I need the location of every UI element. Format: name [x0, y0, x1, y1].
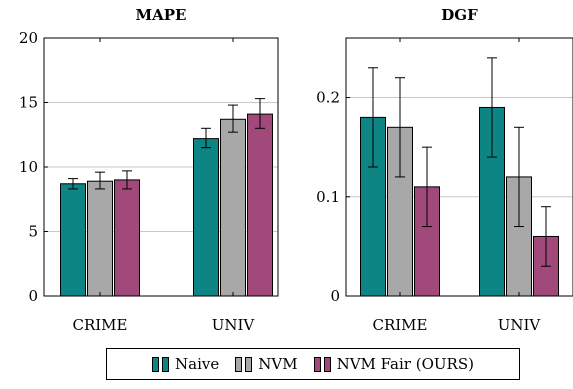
y-tick-label: 0 [330, 287, 340, 305]
bar [87, 180, 113, 297]
chart-title-0: MAPE [136, 6, 187, 24]
y-tick-label: 0.1 [316, 188, 340, 206]
y-tick-label: 20 [19, 29, 38, 47]
x-tick-label: CRIME [72, 316, 127, 334]
x-tick-label: UNIV [212, 316, 256, 334]
bar [220, 118, 246, 297]
legend: Naive NVM NVM Fair (OURS) [106, 348, 520, 380]
plot-frame [345, 37, 573, 297]
y-tick-label: 0.2 [316, 89, 340, 107]
legend-swatch-nvm [235, 356, 253, 372]
bar [360, 116, 386, 297]
legend-item-nvm-fair: NVM Fair (OURS) [313, 355, 474, 373]
plot-frame [43, 37, 279, 297]
bar [60, 183, 86, 297]
x-tick-label: UNIV [498, 316, 542, 334]
legend-item-nvm: NVM [235, 355, 298, 373]
legend-label-nvm-fair: NVM Fair (OURS) [336, 355, 474, 373]
y-tick-label: 10 [19, 158, 38, 176]
chart-area: MAPE 0 5 10 15 20 CRIME UNIV DGF 0 0.1 0.2 CRIME UNIV [19, 6, 573, 334]
legend-swatch-nvm-fair [313, 356, 331, 372]
bar [193, 138, 219, 297]
y-tick-label: 15 [19, 94, 38, 112]
legend-label-nvm: NVM [258, 355, 298, 373]
y-tick-label: 0 [28, 287, 38, 305]
legend-swatch-naive [152, 356, 170, 372]
legend-label-naive: Naive [175, 355, 220, 373]
bar [114, 179, 140, 297]
y-tick-label: 5 [28, 223, 38, 241]
bar [247, 113, 273, 297]
x-tick-label: CRIME [372, 316, 427, 334]
chart-title-1: DGF [441, 6, 478, 24]
legend-item-naive: Naive [152, 355, 219, 373]
